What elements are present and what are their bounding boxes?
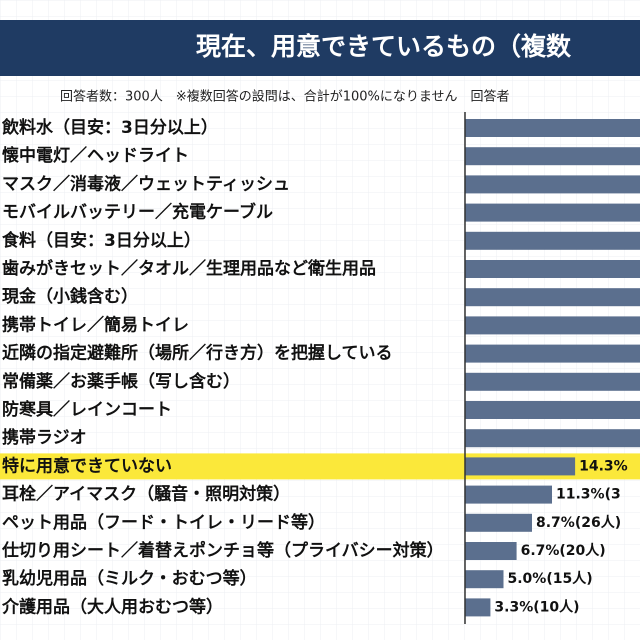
category-label: 介護用品（大人用おむつ等）	[1, 596, 223, 617]
chart-title: 現在、用意できているもの（複数	[196, 32, 572, 61]
bar	[465, 570, 504, 589]
category-label: 携帯ラジオ	[2, 427, 87, 448]
category-label: 耳栓／アイマスク（騒音・照明対策）	[2, 484, 290, 505]
category-label: 常備薬／お薬手帳（写し含む）	[2, 371, 240, 392]
bar	[465, 542, 517, 560]
bar	[465, 485, 553, 504]
bar	[465, 260, 640, 278]
category-label: 近隣の指定避難所（場所／行き方）を把握している	[2, 343, 393, 364]
bar	[465, 147, 640, 166]
bar	[465, 513, 532, 532]
bar	[465, 203, 640, 222]
value-label: 3.3%(10人)	[494, 598, 579, 615]
value-label: 11.3%(3	[556, 487, 621, 503]
bar	[465, 288, 640, 307]
bar	[465, 401, 640, 419]
bar	[465, 119, 640, 137]
bar	[465, 457, 576, 476]
bar	[465, 344, 640, 363]
category-label: マスク／消毒液／ウェットティッシュ	[2, 173, 290, 194]
bar	[465, 175, 640, 194]
bar	[465, 231, 640, 250]
category-label: 防寒具／レインコート	[2, 399, 172, 420]
category-label: 仕切り用シート／着替えポンチョ等（プライバシー対策）	[1, 540, 444, 561]
title-banner	[0, 20, 640, 76]
category-label: モバイルバッテリー／充電ケーブル	[2, 202, 273, 223]
bar	[465, 372, 640, 391]
bar	[465, 598, 491, 617]
category-label: 懐中電灯／ヘッドライト	[2, 145, 189, 166]
value-label: 6.7%(20人)	[521, 542, 606, 559]
category-label: 乳幼児用品（ミルク・おむつ等）	[2, 568, 257, 589]
category-label: ペット用品（フード・トイレ・リード等）	[2, 512, 325, 533]
value-label: 8.7%(26人)	[536, 514, 621, 531]
category-label: 携帯トイレ／簡易トイレ	[2, 314, 189, 335]
category-label: 現金（小銭含む）	[2, 286, 138, 307]
bar	[465, 429, 640, 448]
bar	[465, 316, 640, 335]
value-label: 5.0%(15人)	[508, 570, 593, 587]
category-label: 飲料水（目安：3日分以上）	[1, 117, 218, 138]
category-label: 歯みがきセット／タオル／生理用品など衛生用品	[2, 258, 376, 279]
value-label: 14.3%	[579, 458, 628, 474]
subtitle: 回答者数：300人 ※複数回答の設問は、合計が100%になりません 回答者	[60, 89, 509, 105]
category-label: 食料（目安：3日分以上）	[2, 230, 201, 251]
category-label: 特に用意できていない	[2, 455, 172, 476]
